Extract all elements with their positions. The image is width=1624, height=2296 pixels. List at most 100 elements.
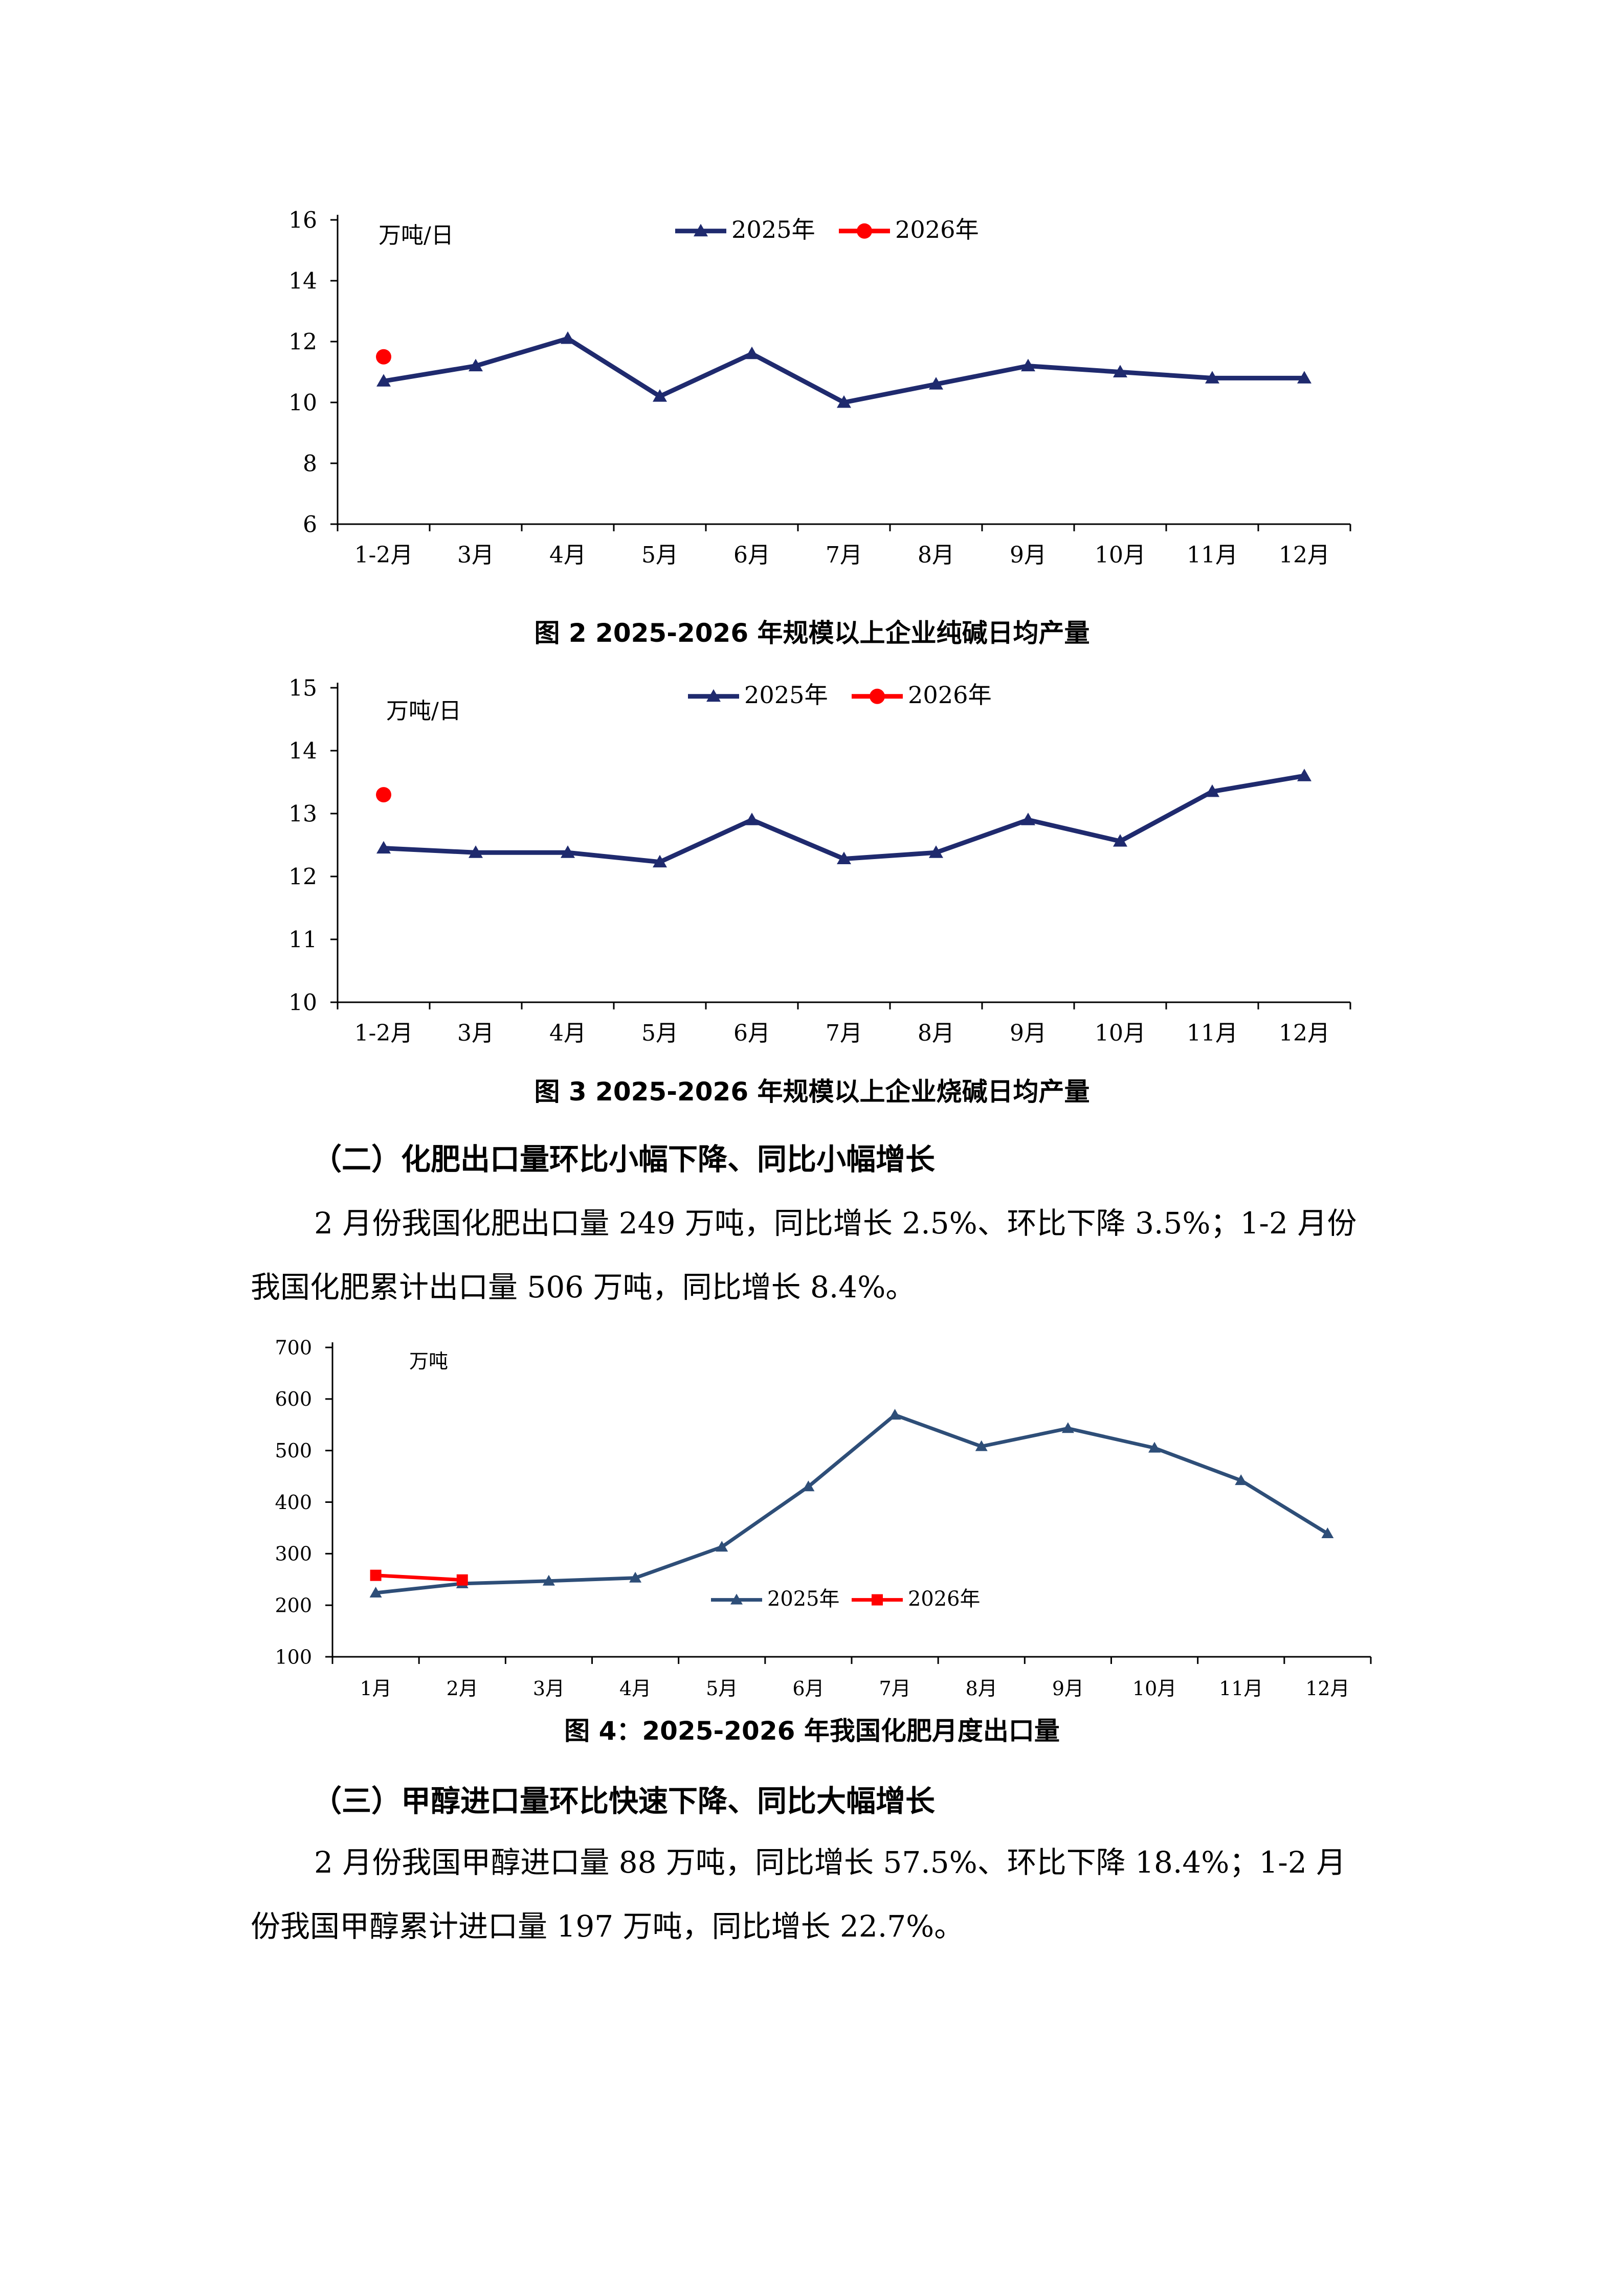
unit-label: 万吨/日 xyxy=(379,222,454,249)
chart-1-svg: 6 8 10 12 14 16 1-2月 3月 4月 5月 6月 7月 8月 9月 10月 11月 12月 万吨/… xyxy=(288,207,1351,568)
y-tick-label: 12 xyxy=(288,329,317,355)
x-tick-label: 3月 xyxy=(457,1020,494,1046)
data-point-marker xyxy=(1021,358,1035,372)
data-point-marker xyxy=(706,689,721,702)
data-point-marker xyxy=(745,813,759,825)
x-tick-label: 1-2月 xyxy=(354,542,413,568)
data-point-marker xyxy=(802,1480,815,1492)
y-tick-label: 11 xyxy=(288,927,317,953)
data-point-marker xyxy=(1235,1474,1248,1485)
x-tick-label: 8月 xyxy=(966,1677,997,1700)
x-tick-label: 10月 xyxy=(1132,1677,1176,1700)
data-point-marker xyxy=(1113,365,1127,377)
y-tick-label: 700 xyxy=(275,1336,312,1359)
data-point-marker xyxy=(376,841,391,854)
unit-label: 万吨/日 xyxy=(386,698,461,724)
y-tick-label: 200 xyxy=(275,1594,312,1616)
x-tick-label: 4月 xyxy=(619,1677,651,1700)
data-point-marker xyxy=(469,358,483,372)
data-point-marker xyxy=(561,331,575,344)
data-point-marker xyxy=(730,1593,743,1605)
data-point-marker xyxy=(376,787,391,803)
data-point-marker xyxy=(872,1594,883,1606)
x-tick-label: 3月 xyxy=(457,542,494,568)
chart-fertilizer-monthly-exports: 100 200 300 400 500 600 700 1月 2月 3月 4月 5月 6月 7月 8月 9月 1… xyxy=(246,1330,1391,1708)
legend-label: 2026年 xyxy=(895,216,979,243)
section-heading-fertilizer: （二）化肥出口量环比小幅下降、同比小幅增长 xyxy=(312,1142,936,1177)
legend-label: 2026年 xyxy=(908,1587,980,1611)
data-point-marker xyxy=(929,845,943,858)
y-tick-label: 10 xyxy=(288,390,317,416)
paragraph-methanol: 2 月份我国甲醇进口量 88 万吨，同比增长 57.5%、环比下降 18.4%；… xyxy=(251,1831,1391,1959)
data-point-marker xyxy=(629,1571,642,1583)
data-point-marker xyxy=(653,854,667,868)
x-tick-label: 5月 xyxy=(706,1677,738,1700)
x-tick-label: 4月 xyxy=(549,542,586,568)
figure-3-caption: 图 3 2025-2026 年规模以上企业烧碱日均产量 xyxy=(534,1077,1090,1107)
chart-2-svg: 10 11 12 13 14 15 1-2月 3月 4月 5月 6月 7月 8月 9月 10月 11月 12月 万… xyxy=(288,675,1351,1046)
y-tick-label: 100 xyxy=(275,1646,312,1668)
x-tick-label: 3月 xyxy=(533,1677,565,1700)
data-point-marker xyxy=(369,1586,382,1597)
series-line xyxy=(383,336,1304,405)
x-tick-label: 4月 xyxy=(549,1020,586,1046)
x-tick-label: 1月 xyxy=(360,1677,391,1700)
data-point-marker xyxy=(376,374,391,387)
data-point-marker xyxy=(929,377,943,390)
data-point-marker xyxy=(837,851,851,865)
x-tick-label: 12月 xyxy=(1279,1020,1330,1046)
x-tick-label: 10月 xyxy=(1095,542,1146,568)
data-point-marker xyxy=(716,1541,728,1552)
data-point-marker xyxy=(745,346,759,359)
y-tick-label: 400 xyxy=(275,1491,312,1514)
x-tick-label: 12月 xyxy=(1305,1677,1349,1700)
y-tick-label: 10 xyxy=(288,989,317,1016)
paragraph-line: 2 月份我国甲醇进口量 88 万吨，同比增长 57.5%、环比下降 18.4%；… xyxy=(314,1845,1346,1880)
data-point-marker xyxy=(469,845,483,858)
paragraph-fertilizer: 2 月份我国化肥出口量 249 万吨，同比增长 2.5%、环比下降 3.5%；1… xyxy=(251,1191,1391,1319)
paragraph-line: 我国化肥累计出口量 506 万吨，同比增长 8.4%。 xyxy=(251,1270,916,1304)
legend-label: 2025年 xyxy=(731,216,815,243)
data-point-marker xyxy=(1148,1442,1161,1453)
series-line xyxy=(383,773,1305,865)
x-tick-label: 8月 xyxy=(918,542,954,568)
x-tick-label: 8月 xyxy=(918,1020,954,1046)
legend-label: 2025年 xyxy=(744,681,828,709)
x-tick-label: 9月 xyxy=(1052,1677,1084,1700)
data-point-marker xyxy=(370,1569,382,1581)
data-point-marker xyxy=(1061,1422,1074,1433)
x-tick-label: 10月 xyxy=(1095,1020,1146,1046)
x-tick-label: 9月 xyxy=(1010,1020,1047,1046)
unit-label: 万吨 xyxy=(409,1350,448,1372)
y-tick-label: 13 xyxy=(288,801,317,827)
x-tick-label: 11月 xyxy=(1187,542,1238,568)
y-tick-label: 8 xyxy=(303,451,317,477)
figure-4-caption: 图 4：2025-2026 年我国化肥月度出口量 xyxy=(564,1716,1060,1746)
figure-2-caption: 图 2 2025-2026 年规模以上企业纯碱日均产量 xyxy=(534,618,1090,648)
x-tick-label: 1-2月 xyxy=(354,1020,413,1046)
data-point-marker xyxy=(376,349,391,365)
legend-label: 2025年 xyxy=(767,1587,839,1611)
chart-caustic-soda-daily-output: 10 11 12 13 14 15 1-2月 3月 4月 5月 6月 7月 8月 9月 10月 11月 12月 万… xyxy=(246,665,1371,1074)
legend-label: 2026年 xyxy=(908,681,992,709)
data-point-marker xyxy=(888,1409,901,1420)
data-point-marker xyxy=(542,1574,555,1586)
data-point-marker xyxy=(870,688,885,704)
data-point-marker xyxy=(857,223,872,239)
y-tick-label: 16 xyxy=(288,207,317,233)
data-point-marker xyxy=(1297,371,1311,384)
series-line xyxy=(375,1413,1329,1595)
series-line xyxy=(375,1573,462,1582)
x-tick-label: 11月 xyxy=(1187,1020,1238,1046)
chart-soda-ash-daily-output: 6 8 10 12 14 16 1-2月 3月 4月 5月 6月 7月 8月 9月 10月 11月 12月 万吨/… xyxy=(246,194,1371,603)
data-point-marker xyxy=(1205,371,1219,384)
y-tick-label: 6 xyxy=(303,511,317,537)
x-tick-label: 6月 xyxy=(792,1677,824,1700)
x-tick-label: 11月 xyxy=(1219,1677,1263,1700)
y-tick-label: 500 xyxy=(275,1439,312,1462)
x-tick-label: 12月 xyxy=(1279,542,1330,568)
x-tick-label: 7月 xyxy=(826,1020,862,1046)
x-tick-label: 6月 xyxy=(733,1020,770,1046)
y-tick-label: 600 xyxy=(275,1388,312,1410)
y-tick-label: 12 xyxy=(288,864,317,890)
